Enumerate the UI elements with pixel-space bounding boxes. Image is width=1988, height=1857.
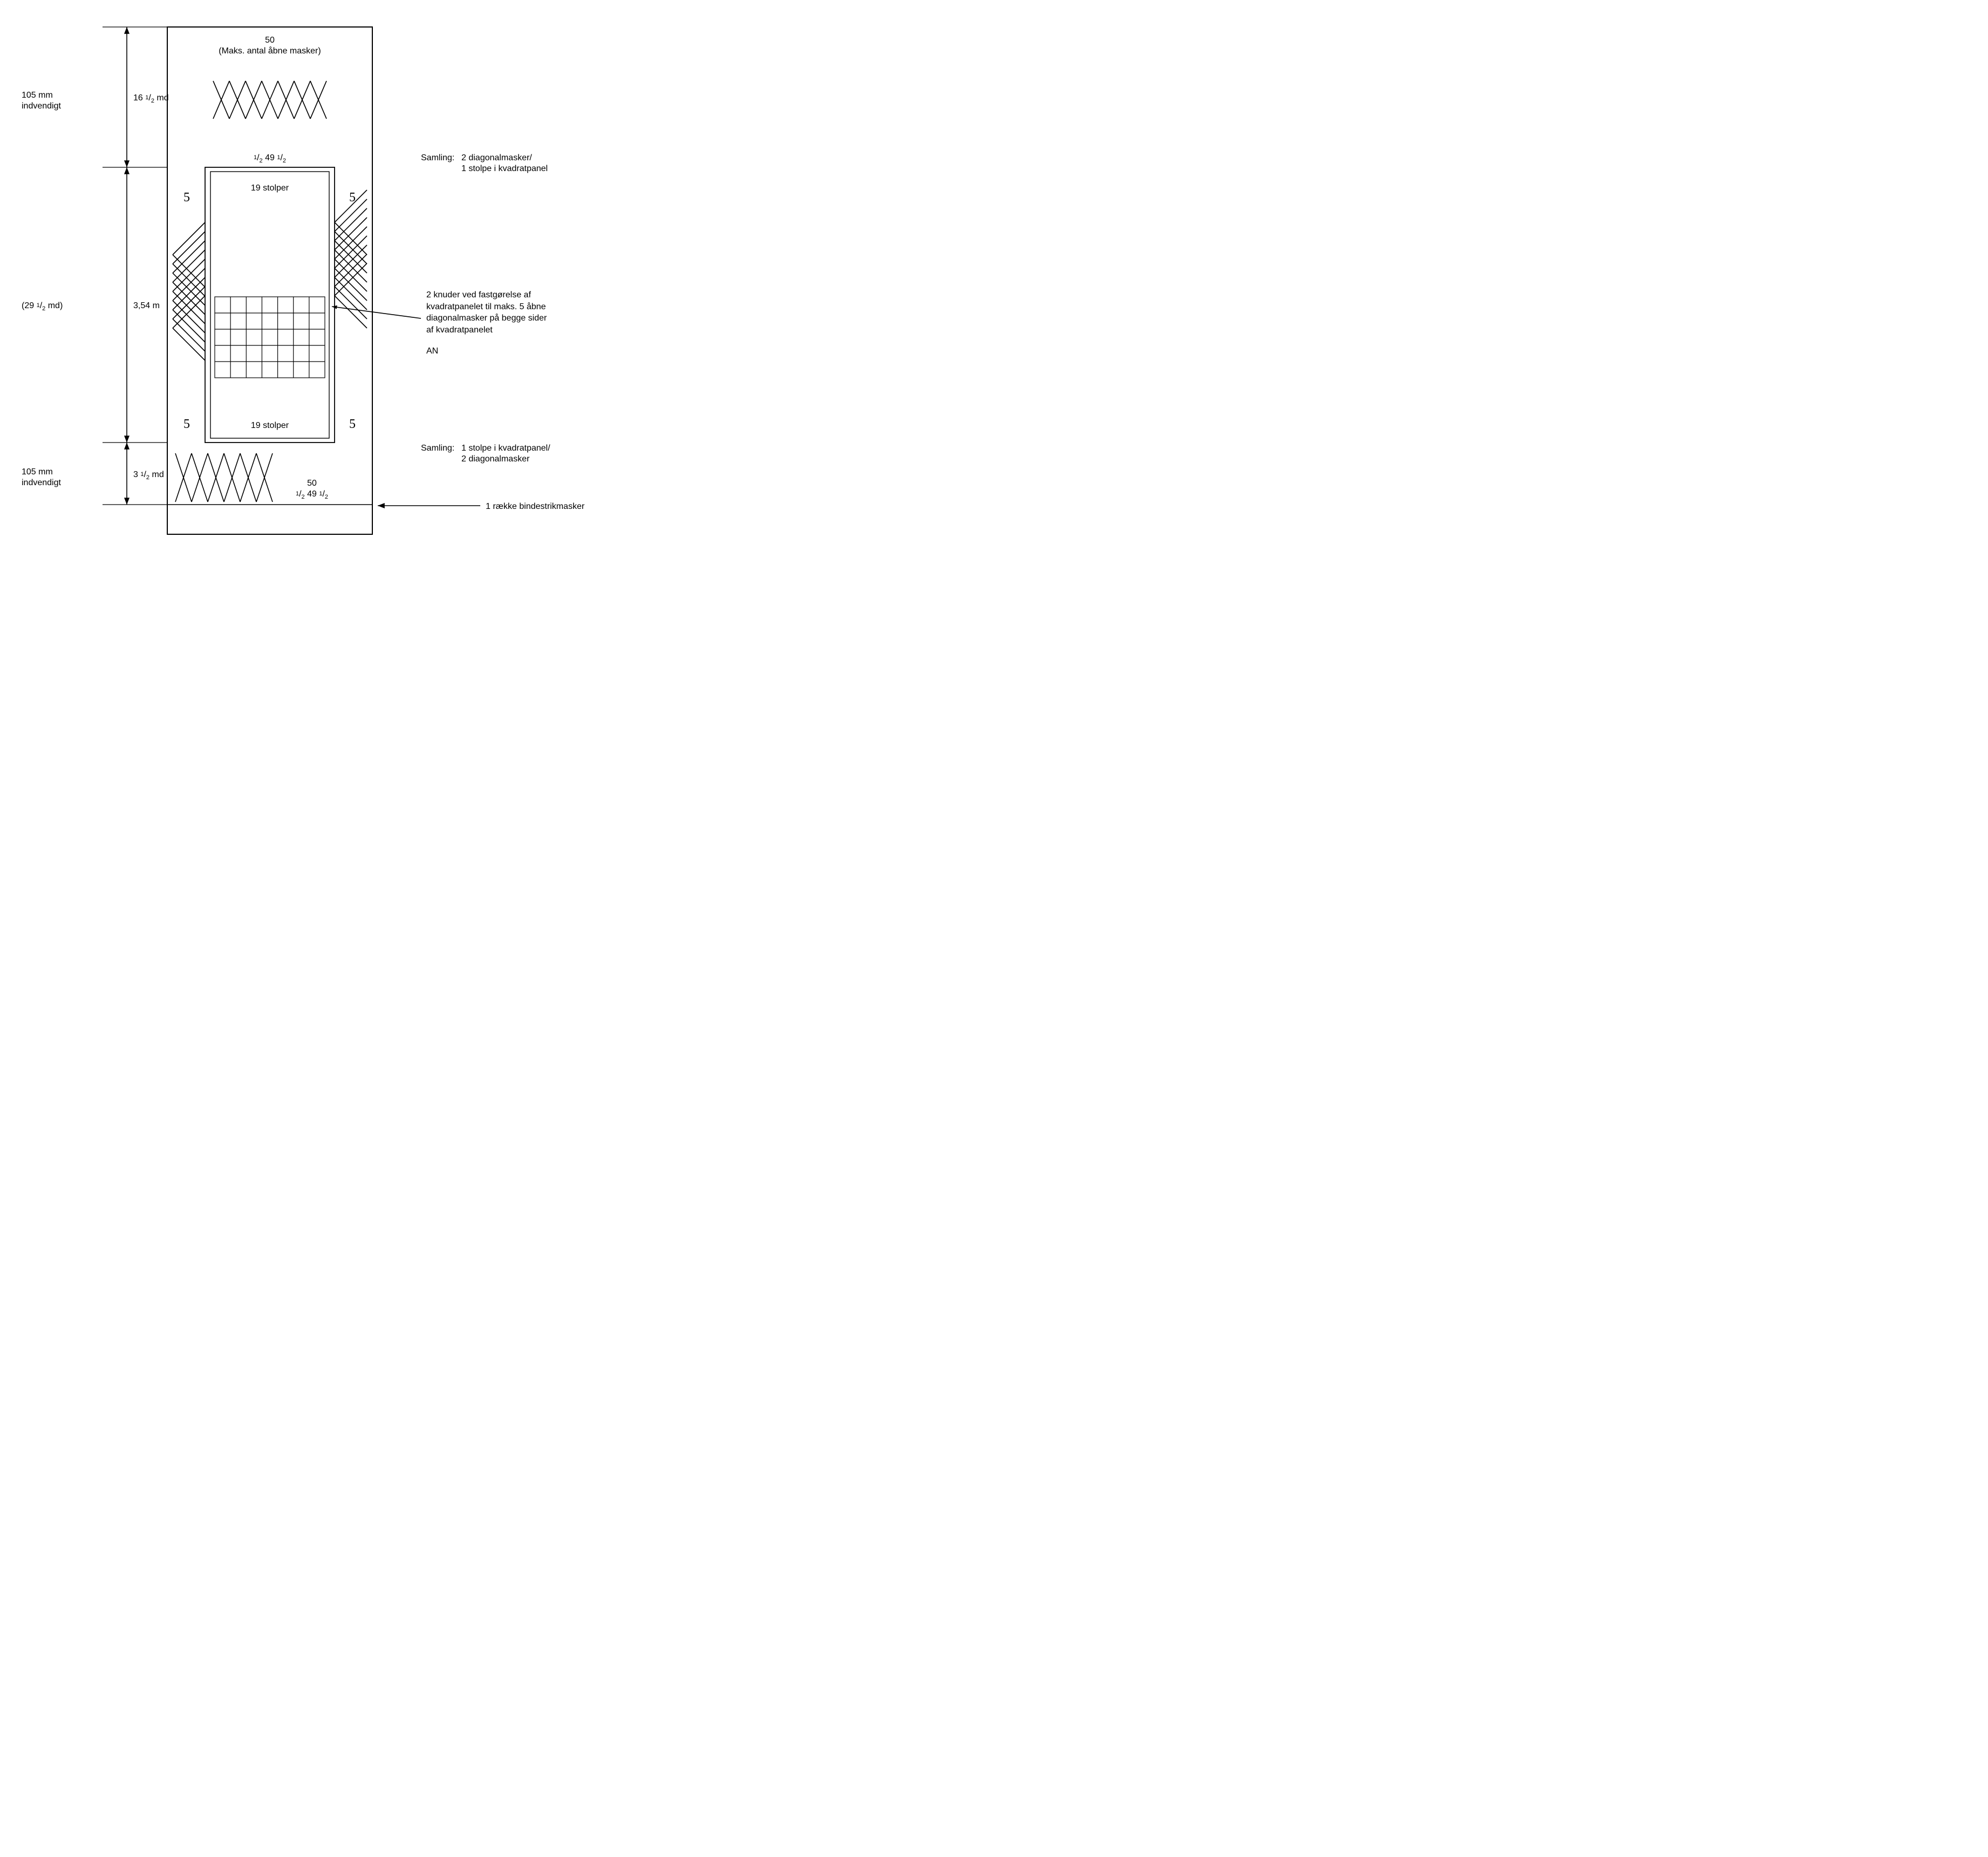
- dim-left-a: 105 mm: [22, 90, 53, 101]
- dim-mid-label: 3 1/2 md: [133, 469, 164, 482]
- dim-left-b: indvendigt: [22, 100, 61, 112]
- bindestrik-label: 1 række bindestrikmasker: [486, 501, 584, 513]
- samling1-line2: 1 stolpe i kvadratpanel: [461, 163, 548, 175]
- samling1-line1: 2 diagonalmasker/: [461, 152, 532, 164]
- dim-left-paren: (29 1/2 md): [22, 300, 63, 313]
- an-label: AN: [426, 345, 438, 357]
- five-tl: 5: [183, 189, 190, 206]
- samling1-head: Samling:: [421, 152, 454, 164]
- diagram-page: 50 (Maks. antal åbne masker) 1/2 49 1/2 …: [11, 11, 583, 545]
- dim-left-b: indvendigt: [22, 477, 61, 489]
- five-br: 5: [349, 416, 356, 433]
- dim-mid-label: 16 1/2 md: [133, 92, 169, 105]
- knuder-note: 2 knuder ved fastgørelse af kvadratpanel…: [426, 289, 572, 336]
- stolper-bot: 19 stolper: [251, 420, 289, 432]
- stolper-top: 19 stolper: [251, 182, 289, 194]
- top-mesh-count: 50: [265, 35, 275, 46]
- top-mesh-subtitle: (Maks. antal åbne masker): [219, 45, 321, 57]
- bot-50: 50: [307, 478, 317, 489]
- samling2-head: Samling:: [421, 443, 454, 454]
- five-bl: 5: [183, 416, 190, 433]
- dim-mid-label: 3,54 m: [133, 300, 160, 312]
- samling2-line2: 2 diagonalmasker: [461, 453, 529, 465]
- dim-left-a: 105 mm: [22, 466, 53, 478]
- bot-width-label: 1/2 49 1/2: [296, 488, 328, 501]
- samling2-line1: 1 stolpe i kvadratpanel/: [461, 443, 550, 454]
- five-tr: 5: [349, 189, 356, 206]
- top-width-label: 1/2 49 1/2: [254, 152, 286, 165]
